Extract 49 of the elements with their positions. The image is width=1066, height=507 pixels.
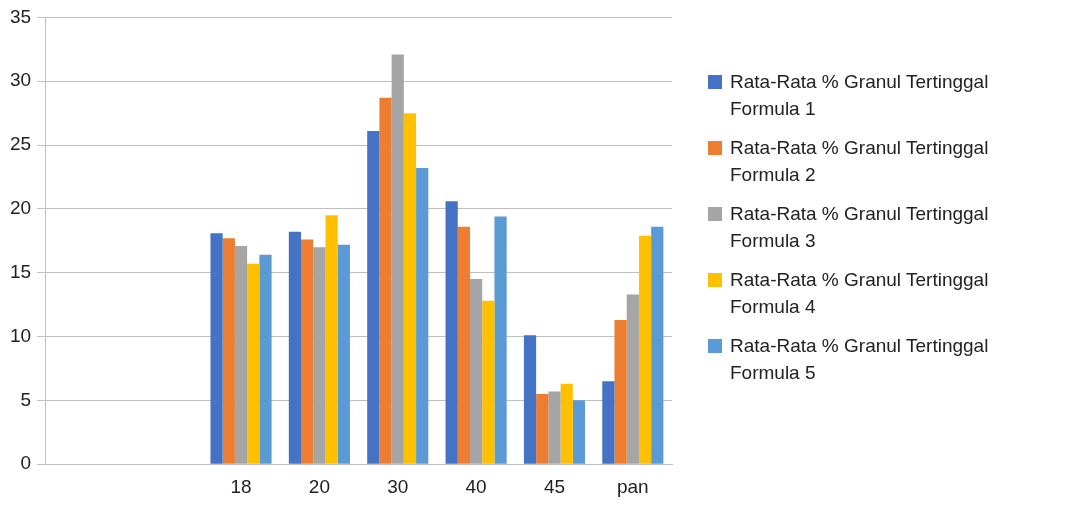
bar [222,238,235,464]
bar [572,400,586,464]
bar [337,244,350,464]
bar [457,226,470,464]
x-tick-label: 30 [387,475,409,497]
bar [367,131,380,464]
y-tick-label: 10 [9,324,32,346]
x-tick-label: 45 [543,475,566,497]
x-tick-label: pan [616,475,649,497]
bar [482,300,495,464]
bar [247,263,260,464]
bar [403,113,417,464]
legend-label: Rata-Rata % Granul Tertinggal Formula 4 [730,268,990,319]
bar [445,201,458,464]
y-tick-label: 15 [9,260,32,282]
bar [391,54,404,464]
bar [301,239,314,464]
x-tick-label: 40 [465,475,487,497]
bar [259,254,272,464]
legend-label: Rata-Rata % Granul Tertinggal Formula 1 [730,70,990,121]
bar [602,381,615,464]
y-tick-label: 0 [20,452,32,474]
x-tick-label: 20 [308,475,330,497]
bar [288,231,302,464]
bar [234,245,248,464]
bar [210,233,223,464]
legend-label: Rata-Rata % Granul Tertinggal Formula 2 [730,136,990,187]
bar [313,247,326,464]
y-tick-label: 30 [9,69,32,91]
y-tick-label: 20 [9,197,32,219]
y-tick-label: 25 [9,133,32,155]
bar [523,335,537,464]
x-tick-label: 18 [230,475,252,497]
bar [494,216,507,464]
bar [469,279,483,464]
bar [536,393,549,464]
legend-label: Rata-Rata % Granul Tertinggal Formula 5 [730,334,990,385]
y-tick-label: 5 [20,388,32,410]
legend-label: Rata-Rata % Granul Tertinggal Formula 3 [730,202,990,253]
bar [614,319,627,464]
bar [638,235,652,464]
bar [548,391,561,464]
bar [325,215,338,464]
bar [379,97,392,464]
y-tick-label: 35 [9,5,32,27]
bar [560,383,573,464]
bar [651,226,664,464]
bar [626,294,639,464]
bar [416,168,429,464]
